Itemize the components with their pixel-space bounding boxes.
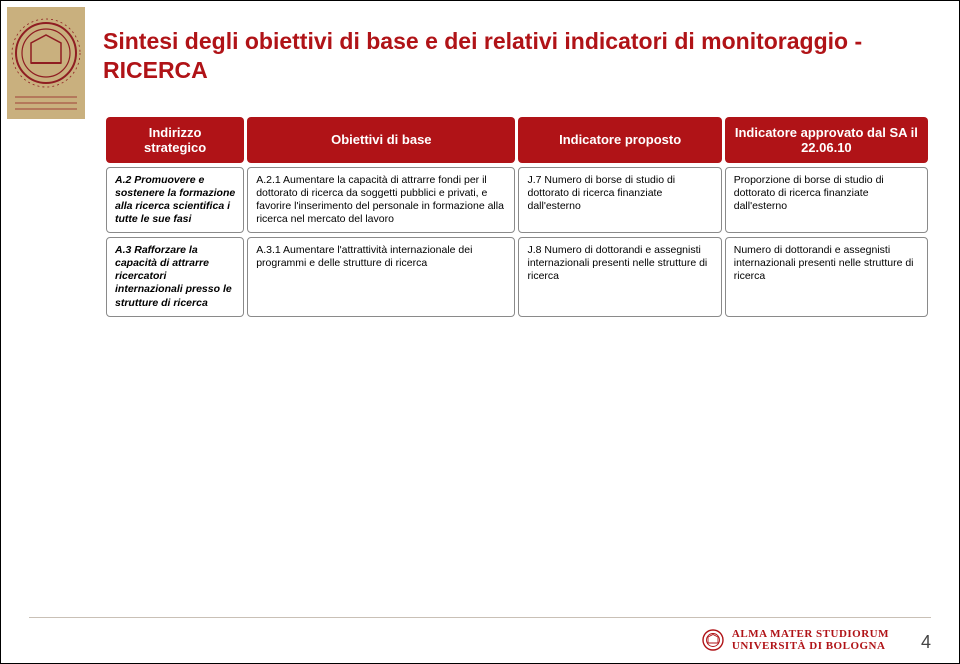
col-header-proposto: Indicatore proposto (518, 117, 721, 163)
col-header-obiettivi: Obiettivi di base (247, 117, 515, 163)
footer-logo: ALMA MATER STUDIORUM UNIVERSITÀ DI BOLOG… (702, 628, 889, 653)
objectives-table: Indirizzo strategico Obiettivi di base I… (103, 113, 931, 321)
footer-divider (29, 617, 931, 618)
slide-footer: ALMA MATER STUDIORUM UNIVERSITÀ DI BOLOG… (1, 617, 959, 663)
page-number: 4 (921, 632, 931, 653)
footer-uni-line1: ALMA MATER STUDIORUM (732, 628, 889, 641)
footer-crest-icon (702, 629, 724, 651)
table-row: A.3 Rafforzare la capacità di attrarre r… (106, 237, 928, 317)
col-header-approvato: Indicatore approvato dal SA il 22.06.10 (725, 117, 928, 163)
slide-title: Sintesi degli obiettivi di base e dei re… (103, 27, 931, 85)
university-seal-icon (7, 7, 85, 119)
col-header-strategico: Indirizzo strategico (106, 117, 244, 163)
slide-page: Sintesi degli obiettivi di base e dei re… (0, 0, 960, 664)
cell-strategico: A.2 Promuovere e sostenere la formazione… (106, 167, 244, 234)
cell-obiettivo: A.3.1 Aumentare l'attrattività internazi… (247, 237, 515, 317)
cell-proposto: J.7 Numero di borse di studio di dottora… (518, 167, 721, 234)
cell-approvato: Numero di dottorandi e assegnisti intern… (725, 237, 928, 317)
slide-content: Sintesi degli obiettivi di base e dei re… (103, 27, 931, 321)
table-header-row: Indirizzo strategico Obiettivi di base I… (106, 117, 928, 163)
cell-strategico: A.3 Rafforzare la capacità di attrarre r… (106, 237, 244, 317)
cell-proposto: J.8 Numero di dottorandi e assegnisti in… (518, 237, 721, 317)
footer-uni-line2: UNIVERSITÀ DI BOLOGNA (732, 640, 889, 653)
cell-obiettivo: A.2.1 Aumentare la capacità di attrarre … (247, 167, 515, 234)
table-row: A.2 Promuovere e sostenere la formazione… (106, 167, 928, 234)
footer-university-name: ALMA MATER STUDIORUM UNIVERSITÀ DI BOLOG… (732, 628, 889, 653)
cell-approvato: Proporzione di borse di studio di dottor… (725, 167, 928, 234)
